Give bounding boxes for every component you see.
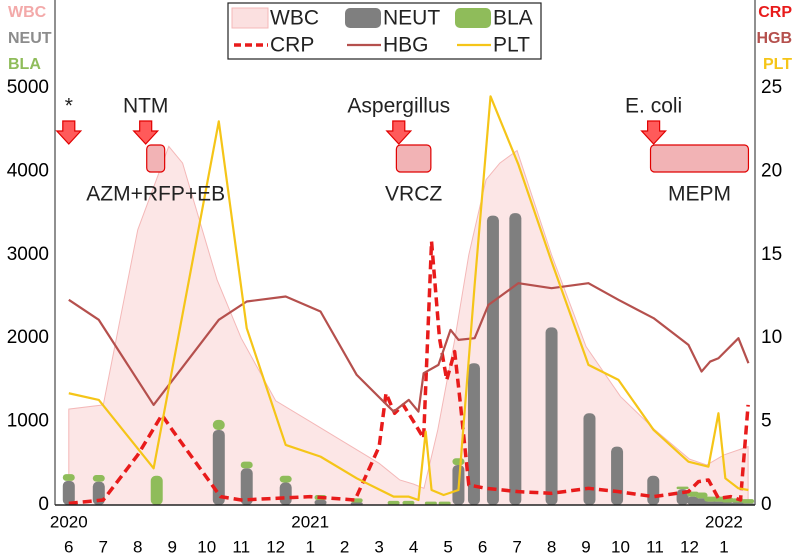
legend-label: PLT [493, 34, 530, 57]
bla-bar [279, 475, 292, 483]
bla-bar [240, 461, 253, 469]
x-tick-label: 4 [409, 537, 418, 556]
legend-label: NEUT [383, 7, 440, 30]
event-label: * [65, 95, 73, 118]
x-tick-label: 8 [133, 537, 142, 556]
y2-tick-label: 25 [761, 77, 782, 98]
event-arrow [640, 120, 667, 145]
x-tick-label: 11 [646, 537, 664, 556]
x-tick-label: 9 [168, 537, 177, 556]
bla-bar [62, 474, 75, 481]
bla-bar [387, 500, 400, 505]
neut-bar [240, 468, 253, 505]
y-tick-label: 2000 [7, 327, 49, 348]
bla-bar [695, 492, 708, 499]
bla-bar [438, 501, 451, 505]
year-label: 2021 [291, 512, 329, 531]
plt-line [68, 95, 749, 502]
bla-bar [150, 475, 163, 505]
neut-bar [314, 499, 327, 505]
neut-bar [509, 213, 522, 505]
wbc-area [68, 145, 749, 506]
event-label: NTM [123, 95, 169, 118]
y-tick-label: 4000 [7, 160, 49, 181]
bla-bar [402, 500, 415, 505]
x-tick-label: 3 [374, 537, 383, 556]
y2-tick-label: 5 [761, 411, 772, 432]
legend-label: CRP [270, 34, 314, 57]
neut-bar [212, 429, 225, 505]
x-tick-label: 10 [611, 537, 630, 556]
y2-tick-label: 0 [761, 494, 772, 515]
y-tick-label: 0 [38, 494, 49, 515]
x-tick-label: 11 [232, 537, 250, 556]
legend-label: BLA [493, 7, 533, 30]
neut-bar [62, 480, 75, 505]
y-tick-label: 3000 [7, 244, 49, 265]
treatment-label: MEPM [668, 183, 731, 206]
legend-swatch [231, 7, 269, 29]
neut-bar [611, 446, 624, 505]
neut-bar [583, 413, 596, 505]
x-tick-label: 1 [719, 537, 728, 556]
treatment-label: AZM+RFP+EB [86, 183, 225, 206]
event-arrow [55, 120, 83, 145]
treatment-box [146, 144, 166, 173]
x-tick-label: 7 [99, 537, 108, 556]
treatment-label: VRCZ [385, 183, 442, 206]
y2-tick-label: 15 [761, 244, 782, 265]
event-label: E. coli [625, 95, 682, 118]
y-tick-label: 1000 [7, 411, 49, 432]
x-tick-label: 7 [512, 537, 521, 556]
bla-bar [676, 486, 689, 490]
year-label: 2020 [50, 512, 88, 531]
neut-bar [467, 363, 480, 505]
x-tick-label: 1 [305, 537, 314, 556]
x-tick-label: 5 [443, 537, 452, 556]
year-label: 2022 [705, 512, 743, 531]
event-arrow [385, 120, 413, 145]
x-tick-label: 9 [581, 537, 590, 556]
hbg-line [68, 282, 750, 413]
neut-bar [647, 475, 660, 505]
x-tick-label: 12 [266, 537, 285, 556]
y-tick-label: 5000 [7, 77, 49, 98]
x-tick-label: 2 [340, 537, 349, 556]
y-axis-title: NEUT [8, 30, 52, 47]
legend-swatch [345, 8, 381, 28]
x-tick-label: 12 [680, 537, 699, 556]
x-tick-label: 8 [547, 537, 556, 556]
bla-bar [424, 501, 437, 505]
event-label: Aspergillus [347, 95, 450, 118]
event-arrow [132, 120, 160, 145]
neut-bar [486, 215, 499, 506]
legend-label: WBC [270, 7, 319, 30]
bla-bar [92, 474, 105, 482]
y-axis-title: BLA [8, 56, 41, 73]
y2-axis-title: PLT [763, 56, 792, 73]
x-tick-label: 6 [64, 537, 73, 556]
bla-bar [452, 458, 465, 465]
y2-tick-label: 10 [761, 327, 782, 348]
y2-tick-label: 20 [761, 160, 782, 181]
x-tick-label: 6 [478, 537, 487, 556]
bla-bar [212, 419, 225, 430]
y-axis-title: WBC [8, 4, 47, 21]
crp-line [68, 239, 750, 506]
x-tick-label: 10 [197, 537, 216, 556]
y2-axis-title: HGB [756, 30, 792, 47]
treatment-box [649, 144, 750, 173]
y2-axis-title: CRP [758, 4, 792, 21]
neut-bar [545, 327, 558, 505]
treatment-box [395, 144, 432, 173]
neut-bar [279, 482, 292, 505]
legend-swatch [455, 8, 491, 28]
legend-label: HBG [383, 34, 429, 57]
bla-bar [742, 499, 755, 504]
